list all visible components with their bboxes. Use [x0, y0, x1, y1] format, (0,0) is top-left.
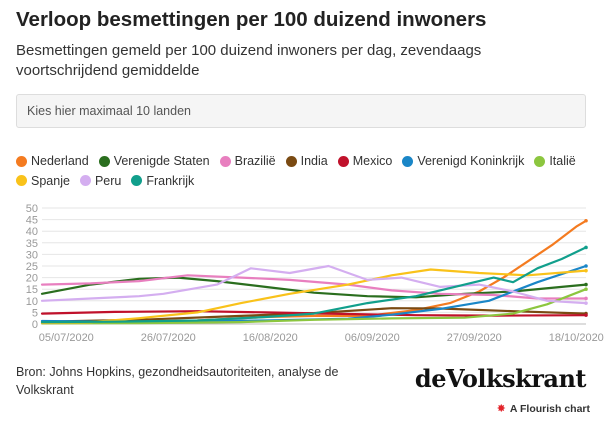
legend-label: Italië: [549, 154, 576, 168]
series-end-point: [584, 264, 588, 268]
y-tick-label: 25: [26, 261, 38, 273]
legend-swatch: [98, 155, 110, 167]
legend: Nederland Verenigde Staten Brazilië India Me…: [16, 152, 596, 191]
legend-item[interactable]: Peru: [79, 172, 122, 190]
x-tick-label: 18/10/2020: [549, 332, 604, 344]
series-end-point: [584, 268, 588, 273]
legend-item[interactable]: Spanje: [16, 172, 70, 190]
series-line: [40, 307, 588, 323]
legend-item[interactable]: Brazilië: [219, 152, 276, 170]
series-end-point: [584, 313, 588, 317]
legend-swatch: [337, 155, 349, 167]
legend-label: Brazilië: [234, 154, 276, 168]
series-line: [40, 268, 588, 324]
legend-item[interactable]: Verenigd Koninkrijk: [402, 152, 524, 170]
y-tick-label: 0: [32, 319, 38, 331]
series-line: [40, 264, 588, 305]
series-end-point: [584, 245, 588, 250]
y-tick-label: 20: [26, 273, 38, 285]
legend-swatch: [534, 155, 546, 167]
series-line: [40, 246, 588, 324]
legend-item[interactable]: India: [285, 152, 328, 170]
legend-swatch: [79, 175, 91, 186]
y-tick-label: 10: [26, 296, 38, 308]
legend-swatch: [131, 175, 143, 186]
legend-label: Spanje: [31, 173, 70, 188]
legend-label: Peru: [94, 173, 122, 188]
country-select-input[interactable]: Kies hier maximaal 10 landen: [16, 94, 586, 128]
y-tick-label: 40: [26, 226, 38, 238]
legend-swatch: [219, 155, 231, 167]
legend-swatch: [285, 155, 297, 167]
series-end-point: [584, 296, 588, 301]
x-tick-label: 05/07/2020: [39, 332, 94, 344]
legend-item[interactable]: Nederland: [16, 152, 89, 170]
y-tick-label: 15: [26, 284, 38, 296]
legend-label: Verenigd Koninkrijk: [417, 154, 525, 168]
legend-swatch: [16, 175, 27, 186]
legend-label: Nederland: [31, 154, 89, 168]
y-tick-label: 50: [26, 203, 38, 215]
series-line: [40, 219, 588, 325]
legend-label: Mexico: [352, 154, 393, 168]
flourish-star-icon: ✸: [496, 403, 506, 415]
y-tick-label: 30: [26, 249, 38, 261]
x-tick-label: 26/07/2020: [141, 332, 196, 344]
legend-swatch: [402, 155, 414, 167]
legend-item[interactable]: Frankrijk: [131, 172, 194, 190]
series-end-point: [584, 218, 588, 223]
series-end-point: [584, 301, 588, 305]
legend-label: India: [300, 154, 328, 168]
source-note: Bron: Johns Hopkins, gezondheidsautorite…: [16, 365, 339, 397]
chart-title: Verloop besmettingen per 100 duizend inw…: [16, 8, 487, 31]
legend-item[interactable]: Verenigde Staten: [98, 152, 210, 170]
legend-item[interactable]: Italië: [534, 152, 576, 170]
y-tick-label: 35: [26, 238, 38, 250]
legend-swatch: [16, 155, 27, 167]
legend-label: Frankrijk: [146, 173, 195, 188]
brand-logo: deVolkskrant: [414, 364, 587, 393]
flourish-label: A Flourish chart: [509, 402, 590, 415]
series-line: [40, 288, 588, 325]
x-tick-label: 06/09/2020: [345, 332, 400, 344]
series-end-point: [584, 282, 588, 287]
x-tick-label: 16/08/2020: [243, 332, 298, 344]
legend-label: Verenigde Staten: [113, 154, 210, 168]
y-tick-label: 45: [26, 215, 38, 227]
series-end-point: [584, 287, 588, 291]
chart-subtitle: Besmettingen gemeld per 100 duizend inwo…: [16, 42, 482, 79]
y-tick-label: 5: [32, 307, 38, 319]
x-tick-label: 27/09/2020: [447, 332, 502, 344]
legend-item[interactable]: Mexico: [337, 152, 393, 170]
flourish-credit-link[interactable]: ✸ A Flourish chart: [496, 402, 590, 416]
